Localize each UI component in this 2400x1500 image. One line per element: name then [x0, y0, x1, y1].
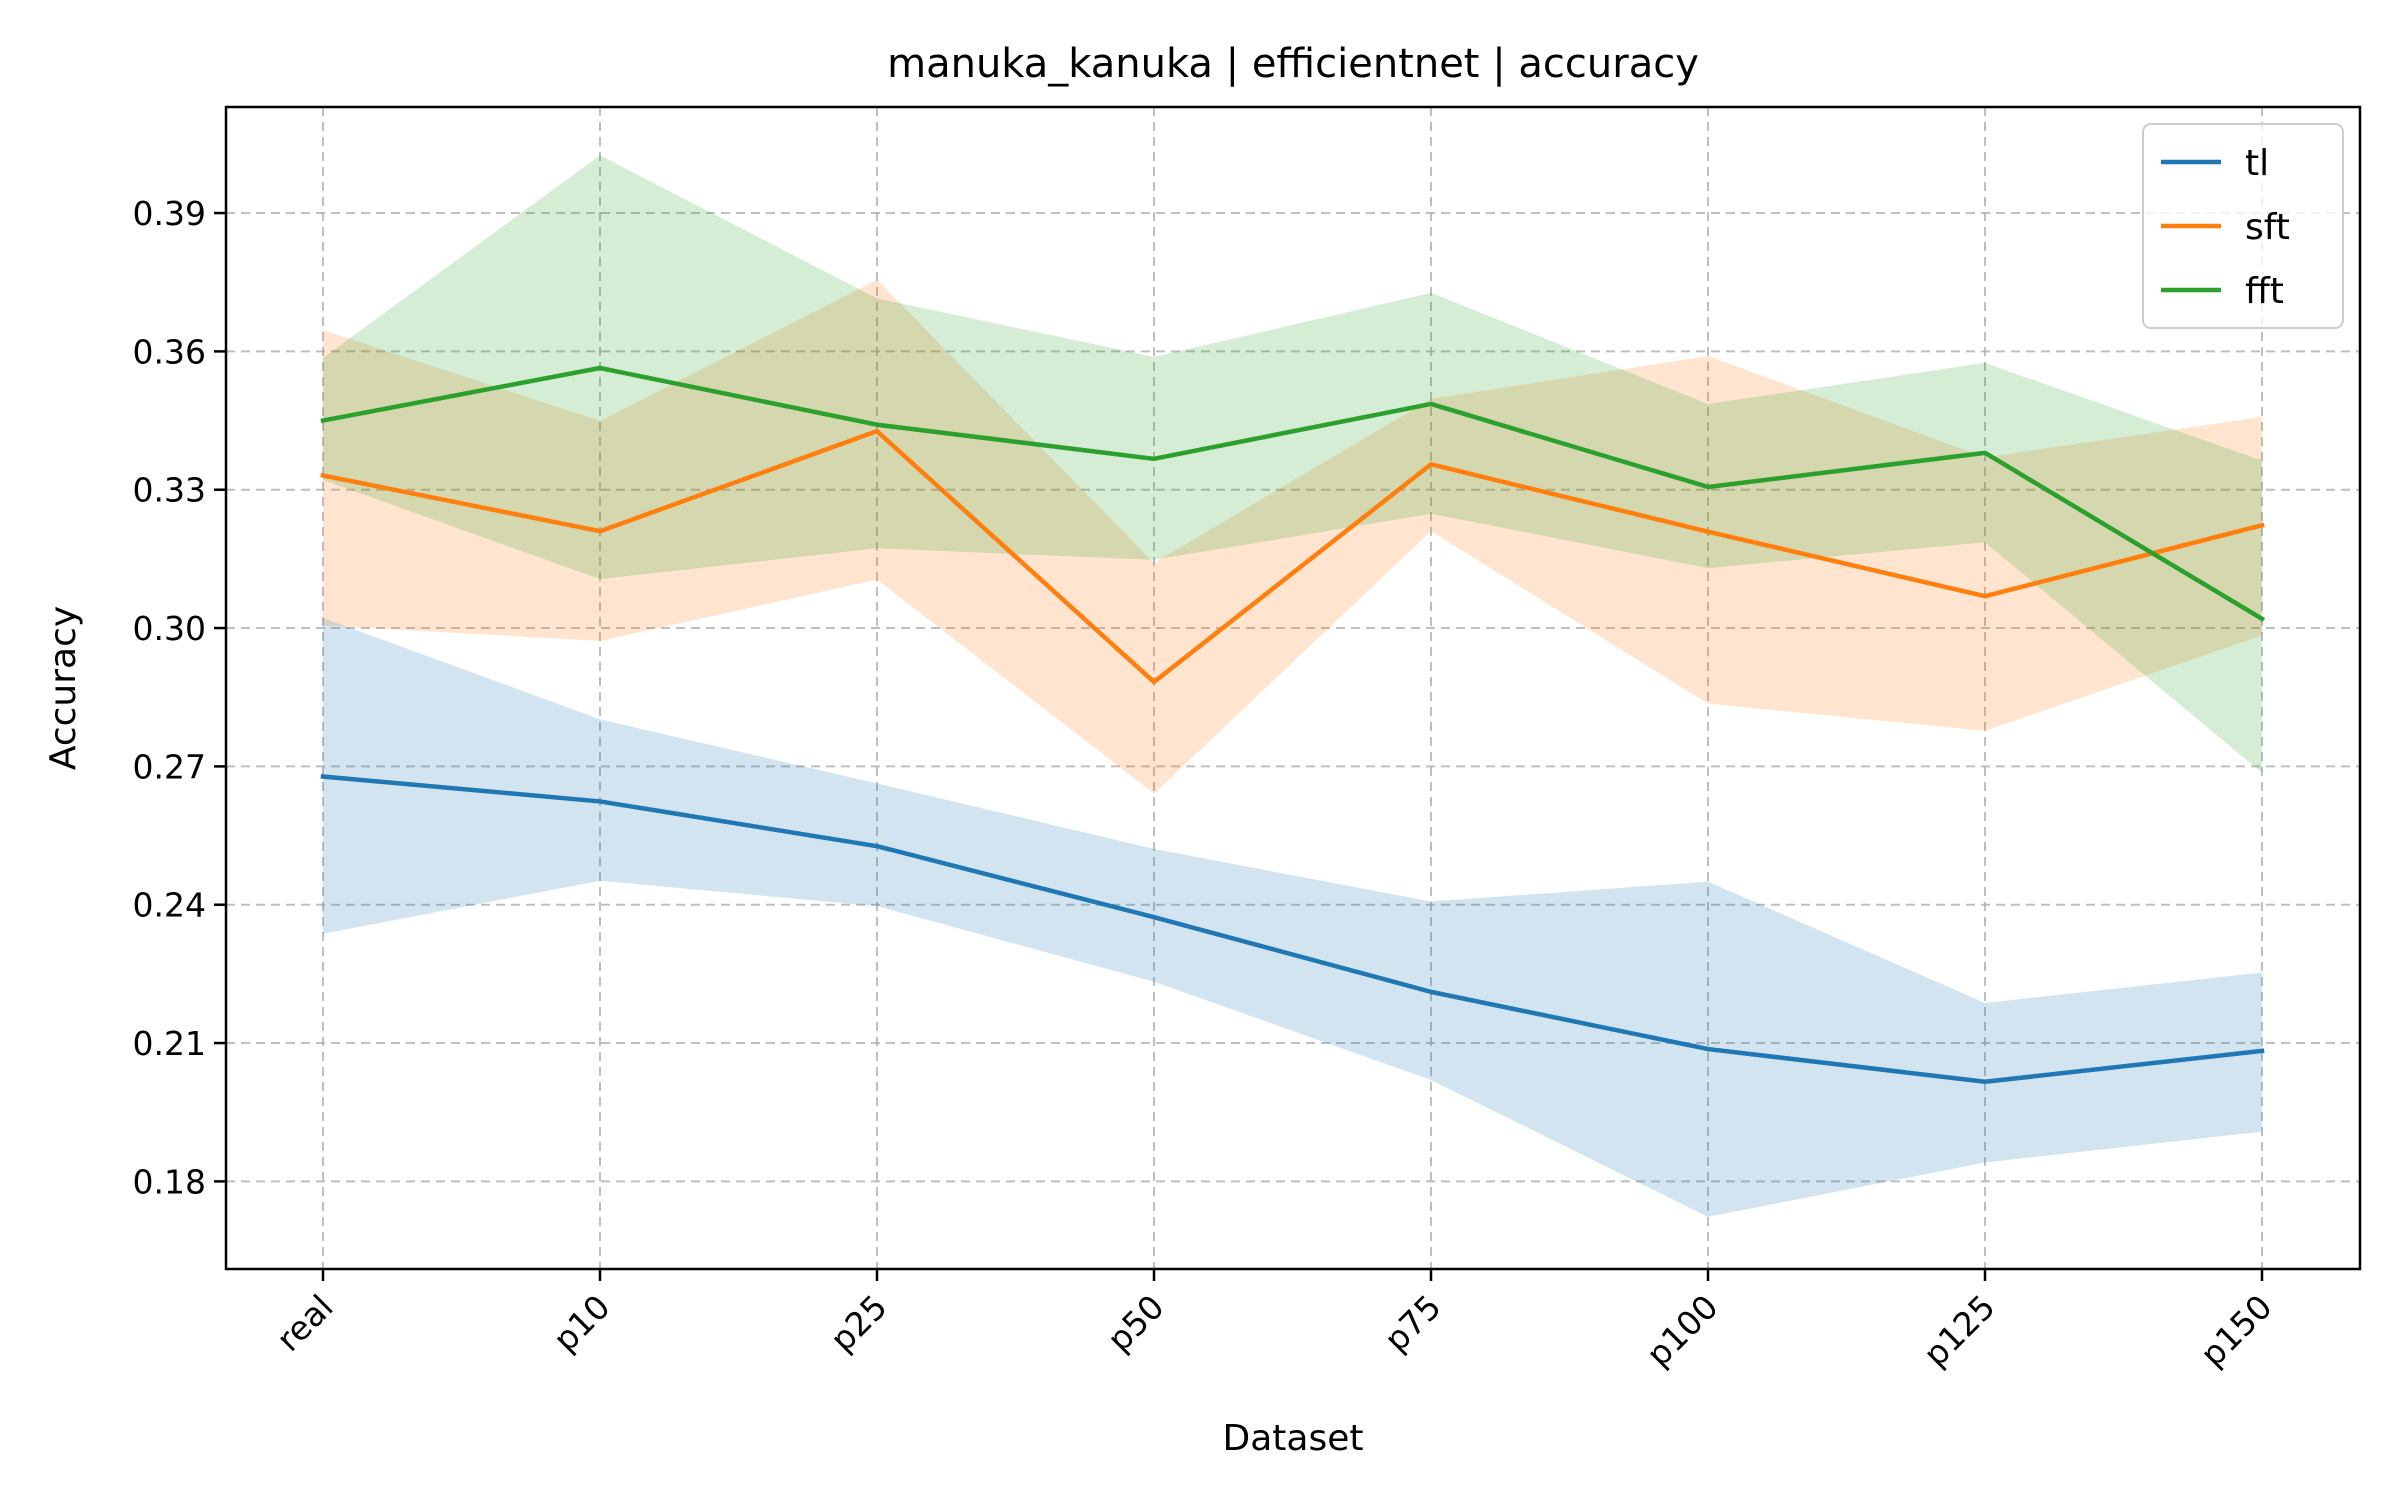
- series-line-fft: [320, 365, 2266, 622]
- series-lines: [320, 365, 2266, 1085]
- y-tick-label: 0.39: [133, 194, 206, 233]
- legend: tl sft fft: [2142, 123, 2344, 329]
- y-tick-label: 0.30: [133, 609, 206, 648]
- legend-label-fft: fft: [2245, 271, 2284, 312]
- y-tick-label: 0.24: [133, 886, 206, 925]
- y-tick-label: 0.36: [133, 332, 206, 371]
- y-tick-label: 0.27: [133, 747, 206, 786]
- legend-label-sft: sft: [2245, 207, 2290, 248]
- y-tick-label: 0.21: [133, 1024, 206, 1063]
- y-axis: 0.18 0.21 0.24 0.27 0.30 0.33 0.36 0.39: [133, 194, 226, 1201]
- y-tick-label: 0.18: [133, 1162, 206, 1201]
- grid: [226, 107, 2360, 1269]
- band-tl: [323, 617, 2262, 1217]
- legend-box: [2142, 123, 2344, 329]
- band-fft: [323, 155, 2262, 773]
- chart-title: manuka_kanuka | efficientnet | accuracy: [887, 41, 1699, 87]
- series-line-sft: [320, 428, 2265, 685]
- series-line-tl: [320, 774, 2265, 1085]
- legend-label-tl: tl: [2245, 143, 2269, 184]
- x-axis-label: Dataset: [1223, 1418, 1364, 1459]
- y-tick-label: 0.33: [133, 471, 206, 510]
- plot-frame: [224, 105, 2362, 1271]
- y-axis-label: Accuracy: [43, 606, 84, 770]
